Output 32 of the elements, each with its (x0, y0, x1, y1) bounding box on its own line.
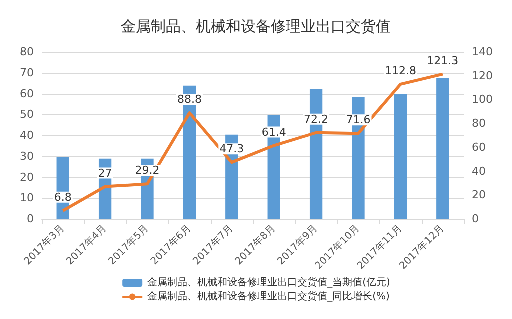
data-label: 27 (98, 166, 112, 180)
data-label: 6.8 (54, 190, 72, 204)
data-label: 61.4 (262, 126, 286, 139)
y-tick-label: 40 (20, 129, 34, 142)
y-tick-label: 70 (20, 66, 34, 80)
data-label: 47.3 (220, 142, 244, 156)
y2-tick-label: 120 (472, 69, 493, 82)
y2-tick-label: 40 (472, 164, 486, 178)
data-label: 72.2 (304, 112, 329, 126)
data-label: 71.6 (346, 114, 371, 127)
y2-tick-label: 100 (472, 93, 493, 106)
y-tick-label: 20 (20, 170, 34, 184)
y2-tick-label: 20 (472, 188, 486, 202)
y-tick-label: 60 (20, 87, 34, 100)
bar (436, 78, 450, 219)
chart-title: 金属制品、机械和设备修理业出口交货值 (121, 18, 391, 36)
y2-tick-label: 0 (472, 212, 479, 226)
y-tick-label: 0 (27, 212, 34, 226)
bar (394, 94, 408, 219)
data-label: 88.8 (177, 93, 202, 106)
legend-label: 金属制品、机械和设备修理业出口交货值_同比增长(%) (148, 290, 390, 302)
legend-label: 金属制品、机械和设备修理业出口交货值_当期值(亿元) (148, 276, 390, 288)
y2-tick-label: 60 (472, 140, 486, 154)
y-tick-label: 50 (20, 108, 34, 122)
y-tick-label: 80 (20, 46, 34, 58)
y-tick-label: 30 (20, 150, 34, 163)
data-label: 29.2 (135, 164, 160, 178)
y2-tick-label: 140 (472, 46, 493, 58)
y-tick-label: 10 (20, 192, 34, 205)
data-label: 121.3 (427, 54, 459, 68)
data-label: 112.8 (384, 64, 416, 78)
y2-tick-label: 80 (472, 117, 486, 130)
